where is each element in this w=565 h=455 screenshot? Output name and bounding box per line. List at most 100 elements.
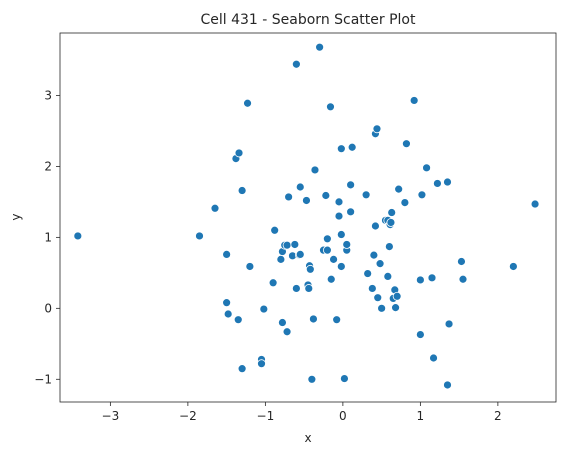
scatter-point bbox=[444, 319, 454, 329]
scatter-point bbox=[259, 304, 269, 314]
x-tick-label: −1 bbox=[257, 409, 275, 423]
y-tick-label: 1 bbox=[44, 230, 52, 244]
scatter-point bbox=[322, 234, 332, 244]
scatter-point bbox=[415, 275, 425, 285]
x-tick-label: 0 bbox=[339, 409, 347, 423]
scatter-point bbox=[443, 380, 452, 390]
scatter-point bbox=[210, 203, 220, 213]
scatter-point bbox=[195, 231, 204, 241]
scatter-point bbox=[270, 225, 280, 235]
scatter-point bbox=[400, 198, 410, 207]
scatter-point bbox=[367, 284, 377, 293]
scatter-point bbox=[223, 309, 233, 319]
scatter-point bbox=[237, 186, 247, 195]
scatter-point bbox=[433, 179, 442, 188]
scatter-point bbox=[309, 314, 318, 324]
scatter-point bbox=[291, 284, 301, 293]
scatter-point bbox=[402, 139, 411, 149]
scatter-point bbox=[290, 240, 300, 249]
scatter-point bbox=[377, 303, 387, 313]
scatter-point bbox=[295, 182, 305, 192]
scatter-point bbox=[383, 271, 393, 281]
scatter-point bbox=[427, 273, 437, 283]
scatter-point bbox=[508, 262, 518, 271]
scatter-point bbox=[422, 163, 431, 173]
scatter-point bbox=[394, 184, 404, 194]
y-tick-label: −1 bbox=[34, 372, 52, 386]
scatter-point bbox=[237, 364, 247, 374]
scatter-point bbox=[305, 264, 315, 274]
scatter-point bbox=[315, 42, 325, 52]
scatter-point bbox=[372, 124, 382, 134]
scatter-point bbox=[307, 374, 317, 384]
scatter-point bbox=[417, 190, 427, 200]
axis-ticks: −3 −2 −1 0 1 2 −1 0 1 2 3 bbox=[34, 88, 501, 423]
scatter-point bbox=[336, 262, 346, 271]
scatter-point bbox=[386, 218, 396, 227]
scatter-point bbox=[361, 190, 371, 200]
plot-area bbox=[59, 32, 557, 403]
scatter-point bbox=[429, 353, 438, 363]
y-tick-label: 0 bbox=[44, 301, 52, 315]
y-tick-label: 3 bbox=[44, 88, 52, 102]
scatter-point bbox=[336, 230, 346, 239]
scatter-point bbox=[387, 208, 397, 217]
scatter-point bbox=[340, 374, 349, 383]
data-points bbox=[73, 42, 540, 390]
scatter-point bbox=[375, 259, 385, 269]
scatter-point bbox=[334, 211, 344, 221]
scatter-point bbox=[302, 196, 311, 205]
scatter-point bbox=[243, 98, 252, 108]
scatter-point bbox=[415, 330, 425, 339]
scatter-point bbox=[234, 148, 244, 158]
scatter-point bbox=[373, 293, 383, 303]
scatter-point bbox=[282, 327, 292, 337]
scatter-point bbox=[321, 191, 331, 200]
y-axis-label: y bbox=[9, 213, 23, 220]
scatter-point bbox=[391, 303, 400, 313]
x-tick-label: −2 bbox=[179, 409, 197, 423]
scatter-point bbox=[409, 96, 419, 105]
scatter-point bbox=[222, 298, 232, 308]
y-tick-label: 2 bbox=[44, 159, 52, 173]
scatter-point bbox=[336, 144, 346, 154]
scatter-point bbox=[457, 257, 466, 266]
scatter-point bbox=[392, 291, 402, 301]
scatter-point bbox=[530, 199, 540, 209]
chart-title: Cell 431 - Seaborn Scatter Plot bbox=[200, 12, 416, 28]
scatter-point bbox=[295, 249, 305, 259]
scatter-point bbox=[322, 245, 332, 255]
scatter-point bbox=[278, 318, 287, 327]
scatter-point bbox=[363, 269, 373, 278]
scatter-point bbox=[257, 359, 266, 369]
scatter-point bbox=[233, 315, 243, 325]
scatter-point bbox=[310, 165, 320, 175]
scatter-point bbox=[346, 207, 356, 217]
scatter-point bbox=[326, 102, 335, 112]
x-tick-label: −3 bbox=[102, 409, 120, 423]
scatter-point bbox=[222, 249, 232, 259]
scatter-point bbox=[329, 254, 338, 264]
scatter-point bbox=[369, 250, 379, 260]
x-tick-label: 2 bbox=[494, 409, 502, 423]
scatter-point bbox=[346, 180, 356, 190]
scatter-point bbox=[268, 278, 278, 288]
scatter-point bbox=[458, 274, 468, 284]
scatter-point bbox=[326, 274, 336, 284]
scatter-point bbox=[384, 242, 394, 251]
scatter-point bbox=[282, 240, 292, 250]
scatter-point bbox=[284, 192, 294, 202]
scatter-point bbox=[304, 284, 314, 293]
scatter-point bbox=[347, 142, 357, 152]
scatter-point bbox=[245, 262, 255, 271]
scatter-point bbox=[371, 221, 380, 231]
scatter-point bbox=[443, 177, 452, 187]
scatter-point bbox=[73, 231, 83, 241]
x-axis-label: x bbox=[304, 431, 311, 445]
scatter-point bbox=[334, 197, 344, 207]
scatter-point bbox=[332, 315, 342, 325]
scatter-point bbox=[291, 59, 301, 69]
x-tick-label: 1 bbox=[417, 409, 425, 423]
scatter-point bbox=[276, 254, 286, 264]
